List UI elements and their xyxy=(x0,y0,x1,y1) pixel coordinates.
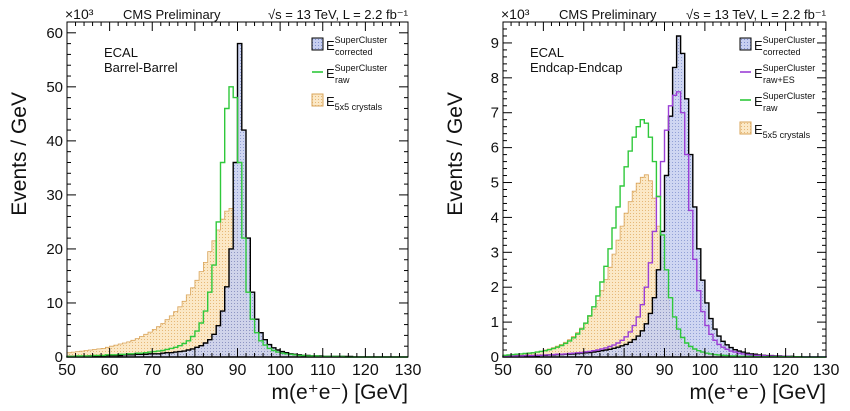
y-tick-label: 40 xyxy=(46,133,63,150)
x-tick-label: 90 xyxy=(229,362,247,379)
legend-entry-2: E5x5 crystals xyxy=(326,94,383,112)
y-tick-label: 9 xyxy=(491,35,499,52)
x-tick-label: 90 xyxy=(656,362,674,379)
energy-lumi-label: √s = 13 TeV, L = 2.2 fb⁻¹ xyxy=(686,7,827,22)
y-tick-label: 8 xyxy=(491,70,499,87)
x-axis-title: m(e⁺e⁻) [GeV] xyxy=(271,381,408,404)
x-axis-title: m(e⁺e⁻) [GeV] xyxy=(689,381,826,404)
legend-entry-0: ESuperCluster corrected xyxy=(326,35,387,57)
y-tick-label: 10 xyxy=(46,295,63,312)
exponent-label: ×10³ xyxy=(65,6,94,22)
x-tick-label: 110 xyxy=(310,362,336,379)
y-tick-label: 0 xyxy=(55,349,63,366)
y-tick-label: 3 xyxy=(491,244,499,261)
legend-entry-0: ESuperCluster corrected xyxy=(754,35,815,57)
y-tick-label: 30 xyxy=(46,187,63,204)
x-tick-label: 60 xyxy=(534,362,552,379)
legend-swatch-2 xyxy=(311,93,324,107)
y-tick-label: 50 xyxy=(46,79,63,96)
x-tick-label: 70 xyxy=(143,362,161,379)
legend-swatch-3 xyxy=(739,121,752,135)
x-tick-label: 80 xyxy=(186,362,204,379)
x-tick-label: 110 xyxy=(732,362,758,379)
x-tick-label: 130 xyxy=(395,362,422,379)
y-tick-label: 2 xyxy=(491,279,499,296)
region-label: Endcap-Endcap xyxy=(530,60,623,75)
endcap-endcap-panel: 50 60 70 80 90 100 110 120 130 0 1 2 3 4 5 6 7 8 9 m(e⁺e⁻) … xyxy=(444,6,839,404)
x-tick-label: 100 xyxy=(692,362,719,379)
cms-preliminary-label: CMS Preliminary xyxy=(559,7,657,22)
y-tick-label: 1 xyxy=(491,314,499,331)
legend-entry-1: ESuperCluster raw+ES xyxy=(754,63,815,85)
y-tick-label: 7 xyxy=(491,105,499,122)
x-tick-label: 120 xyxy=(772,362,799,379)
x-tick-label: 50 xyxy=(494,362,512,379)
y-tick-label: 0 xyxy=(491,349,499,366)
region-label: ECAL xyxy=(530,45,564,60)
x-tick-label: 120 xyxy=(352,362,379,379)
legend-swatch-0 xyxy=(311,37,324,51)
y-axis-title: Events / GeV xyxy=(8,92,31,216)
x-tick-label: 100 xyxy=(267,362,294,379)
legend-entry-2: ESuperCluster raw xyxy=(754,91,815,113)
legend-entry-3: E5x5 crystals xyxy=(754,122,811,140)
y-tick-label: 6 xyxy=(491,140,499,157)
y-tick-label: 4 xyxy=(491,209,499,226)
x-tick-label: 50 xyxy=(58,362,76,379)
region-label: ECAL xyxy=(104,45,138,60)
legend-swatch-0 xyxy=(739,37,752,51)
y-axis-title: Events / GeV xyxy=(444,92,467,216)
barrel-barrel-panel: 50 60 70 80 90 100 110 120 130 0 10 20 30 40 50 60 m(e⁺e… xyxy=(8,6,421,404)
y-tick-label: 5 xyxy=(491,175,499,192)
region-label: Barrel-Barrel xyxy=(104,60,178,75)
x-tick-label: 70 xyxy=(575,362,593,379)
cms-preliminary-label: CMS Preliminary xyxy=(123,7,221,22)
x-tick-label: 60 xyxy=(101,362,119,379)
histogram-series-2 xyxy=(502,119,826,358)
y-tick-label: 20 xyxy=(46,241,63,258)
x-tick-label: 80 xyxy=(615,362,633,379)
exponent-label: ×10³ xyxy=(501,6,530,22)
y-tick-label: 60 xyxy=(46,25,63,42)
x-tick-label: 130 xyxy=(813,362,840,379)
energy-lumi-label: √s = 13 TeV, L = 2.2 fb⁻¹ xyxy=(268,7,409,22)
legend-entry-1: ESuperCluster raw xyxy=(326,63,387,85)
